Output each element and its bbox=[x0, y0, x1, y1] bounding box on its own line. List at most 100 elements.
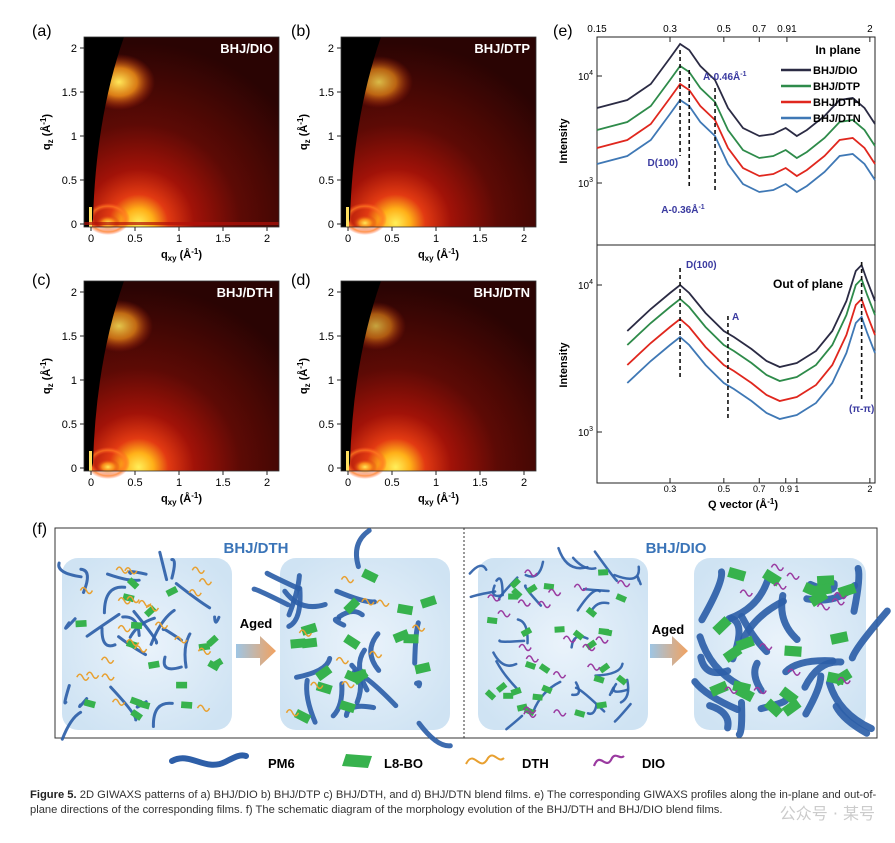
x-tick-label: 1.5 bbox=[215, 477, 230, 489]
additive bbox=[138, 599, 152, 608]
additive bbox=[197, 647, 212, 656]
pm6-icon bbox=[169, 752, 249, 768]
legend-label-2: BHJ/DTH bbox=[813, 97, 861, 109]
pm6-fiber bbox=[334, 588, 377, 605]
pm6-fiber bbox=[100, 626, 117, 648]
y-tick-label: 104 bbox=[578, 279, 593, 292]
pm6-fiber bbox=[353, 528, 372, 570]
l8bo-domain bbox=[598, 662, 611, 674]
l8bo-domain bbox=[83, 698, 96, 709]
y-tick-label: 2 bbox=[71, 287, 77, 299]
additive bbox=[298, 629, 313, 637]
pm6-fiber bbox=[594, 662, 624, 677]
y-tick-label: 1 bbox=[328, 375, 334, 387]
legend-label-3: BHJ/DTN bbox=[813, 113, 861, 125]
additive bbox=[837, 676, 851, 685]
l8bo-domain bbox=[315, 681, 333, 695]
l8bo-domain bbox=[510, 687, 522, 696]
pm6-fiber bbox=[848, 607, 891, 662]
l8bo-domain bbox=[509, 577, 521, 589]
pm6-fiber bbox=[332, 616, 347, 628]
pm6-fiber bbox=[63, 684, 71, 705]
panel-f-schematic: (f) BHJ/DTH BHJ/DIO Aged Aged PM6 L8-BO … bbox=[32, 521, 891, 771]
additive bbox=[198, 577, 213, 586]
bottom-tick-label: 1 bbox=[794, 484, 799, 494]
additive bbox=[553, 709, 567, 717]
bottom-tick-label: 0.9 bbox=[779, 484, 792, 494]
y-tick-label: 1.5 bbox=[62, 331, 77, 343]
x-tick-label: 0.5 bbox=[127, 233, 142, 245]
legend-dth: DTH bbox=[522, 756, 549, 771]
pm6-fiber bbox=[102, 585, 127, 615]
pm6-fiber bbox=[505, 714, 524, 731]
l8bo-domain bbox=[829, 631, 849, 645]
panel-c: (c) BHJ/DTH bbox=[32, 272, 280, 479]
y-tick-label: 2 bbox=[71, 43, 77, 55]
legend-label-1: BHJ/DTP bbox=[813, 81, 860, 93]
annotation: A-0.36Å-1 bbox=[661, 203, 705, 216]
l8bo-domain bbox=[813, 583, 833, 597]
l8bo-domain bbox=[826, 671, 846, 686]
outplane-title: Out of plane bbox=[773, 277, 843, 291]
l8bo-domain bbox=[414, 662, 431, 675]
pm6-fiber bbox=[416, 720, 453, 749]
l8bo-domain bbox=[180, 701, 193, 709]
l8bo-domain bbox=[361, 568, 379, 584]
additive bbox=[523, 710, 537, 719]
pm6-fiber bbox=[170, 558, 176, 580]
additive bbox=[759, 642, 773, 651]
additive bbox=[518, 643, 532, 652]
l8bo-domain bbox=[615, 593, 628, 603]
l8bo-domain bbox=[524, 661, 537, 670]
top-tick-label: 0.5 bbox=[717, 24, 731, 35]
l8bo-domain bbox=[722, 644, 743, 663]
additive bbox=[340, 575, 355, 584]
l8bo-domain bbox=[508, 593, 519, 600]
l8bo-domain bbox=[763, 698, 784, 718]
additive bbox=[188, 589, 202, 597]
e-annotations: A-0.46Å-1 D(100) A-0.36Å-1 D(100) A (π-π) bbox=[647, 50, 874, 420]
pm6-fiber bbox=[492, 651, 518, 667]
e-ticks: 0.15 0.3 0.5 0.7 0.91 2 0.3 0.5 0.7 0.9 1 2 104 103 10… bbox=[578, 24, 873, 494]
x-tick-label: 0.5 bbox=[384, 233, 399, 245]
additive bbox=[831, 598, 845, 606]
inplane-curve bbox=[596, 42, 876, 138]
l8bo-domain bbox=[585, 606, 598, 618]
x-tick-label: 0.5 bbox=[127, 477, 142, 489]
l8bo-domain bbox=[503, 692, 514, 699]
x-tick-label: 1 bbox=[433, 233, 439, 245]
pm6-fiber bbox=[725, 573, 773, 623]
y-tick-label: 0.5 bbox=[62, 419, 77, 431]
panel-b: (b) BHJ/DTP bbox=[291, 23, 537, 235]
pm6-fiber bbox=[516, 618, 529, 645]
pm6-fiber bbox=[121, 615, 141, 637]
pm6-fiber bbox=[151, 701, 174, 728]
dth-icon bbox=[465, 754, 505, 765]
additive bbox=[517, 599, 531, 607]
pm6-fiber bbox=[593, 550, 619, 583]
l8bo-domain bbox=[761, 568, 782, 587]
top-tick-label: 0.15 bbox=[587, 24, 607, 35]
l8bo-domain bbox=[526, 583, 538, 595]
pm6-fiber bbox=[832, 702, 871, 737]
pm6-fiber bbox=[251, 586, 291, 608]
l8bo-domain bbox=[532, 693, 543, 701]
additive bbox=[310, 681, 324, 690]
ylabel-top: Intensity bbox=[558, 118, 570, 164]
x-tick-label: 1.5 bbox=[215, 233, 230, 245]
x-tick-label: 1.5 bbox=[472, 477, 487, 489]
x-tick-label: 2 bbox=[521, 477, 527, 489]
y-tick-label: 103 bbox=[578, 177, 593, 190]
l8bo-domain bbox=[593, 675, 605, 684]
y-tick-label: 104 bbox=[578, 70, 593, 83]
l8bo-domain bbox=[598, 569, 609, 576]
l8bo-domain bbox=[343, 597, 361, 615]
e-legend: BHJ/DIO BHJ/DTP BHJ/DTH BHJ/DTN bbox=[781, 65, 861, 125]
additive bbox=[595, 636, 609, 644]
panel-title: BHJ/DIO bbox=[220, 41, 273, 56]
l8bo-domain bbox=[75, 620, 87, 628]
pm6-fiber bbox=[571, 556, 597, 570]
pm6-fiber bbox=[282, 588, 328, 610]
pm6-fiber bbox=[468, 564, 488, 575]
additive bbox=[79, 586, 94, 595]
